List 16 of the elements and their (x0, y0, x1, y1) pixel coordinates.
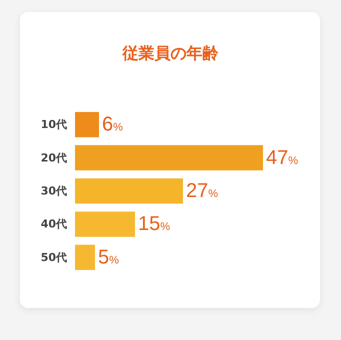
bar (75, 212, 135, 237)
y-tick-label: 40代 (40, 218, 67, 231)
bar (75, 244, 95, 270)
data-label: 6% (102, 114, 124, 136)
y-tick-label: 20代 (40, 151, 67, 164)
y-tick-label: 10代 (40, 118, 67, 132)
data-label: 47% (266, 146, 298, 169)
bar (75, 112, 99, 138)
y-tick-label: 30代 (40, 184, 67, 198)
bar (75, 145, 263, 170)
bar (75, 178, 183, 204)
chart-title: 従業員の年齢 (122, 44, 220, 62)
data-label: 27% (186, 180, 218, 202)
data-label: 15% (138, 213, 170, 236)
data-label: 5% (98, 246, 120, 268)
y-tick-label: 50代 (40, 250, 67, 264)
